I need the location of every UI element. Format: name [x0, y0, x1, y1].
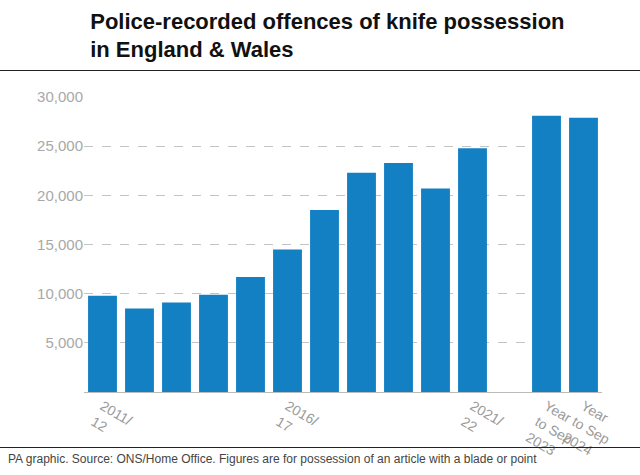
svg-text:Yearto Sep2024: Yearto Sep2024 — [560, 398, 621, 464]
svg-text:2011/12: 2011/12 — [88, 398, 135, 445]
svg-text:Police-recorded offences of kn: Police-recorded offences of knife posses… — [90, 9, 564, 63]
svg-text:25,000: 25,000 — [37, 137, 83, 154]
svg-text:30,000: 30,000 — [37, 88, 83, 105]
svg-text:2021/22: 2021/22 — [458, 398, 506, 445]
svg-text:20,000: 20,000 — [37, 187, 83, 204]
svg-text:10,000: 10,000 — [37, 285, 83, 302]
svg-text:2016/17: 2016/17 — [273, 398, 321, 445]
svg-text:15,000: 15,000 — [37, 236, 83, 253]
svg-text:5,000: 5,000 — [45, 334, 83, 351]
